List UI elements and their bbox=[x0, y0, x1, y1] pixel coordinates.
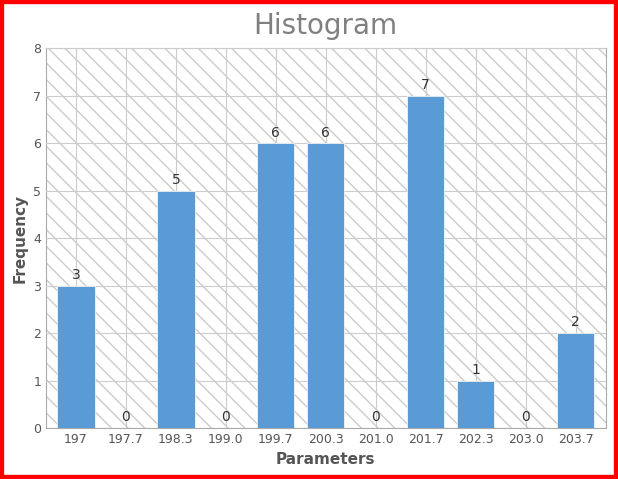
Bar bbox=[457, 381, 494, 428]
Text: 1: 1 bbox=[471, 363, 480, 377]
Text: 6: 6 bbox=[271, 125, 280, 139]
X-axis label: Parameters: Parameters bbox=[276, 452, 376, 467]
Bar bbox=[557, 333, 595, 428]
Title: Histogram: Histogram bbox=[253, 12, 398, 41]
Text: 6: 6 bbox=[321, 125, 330, 139]
Bar bbox=[307, 143, 344, 428]
Text: 0: 0 bbox=[521, 411, 530, 424]
Text: 0: 0 bbox=[221, 411, 230, 424]
Text: 0: 0 bbox=[371, 411, 380, 424]
Y-axis label: Frequency: Frequency bbox=[12, 194, 27, 283]
Text: 2: 2 bbox=[571, 315, 580, 330]
Bar bbox=[57, 285, 95, 428]
Text: 0: 0 bbox=[122, 411, 130, 424]
Bar bbox=[407, 96, 444, 428]
Text: 3: 3 bbox=[72, 268, 80, 282]
Text: 7: 7 bbox=[421, 78, 430, 92]
Bar bbox=[157, 191, 195, 428]
Text: 5: 5 bbox=[171, 173, 180, 187]
Bar bbox=[257, 143, 295, 428]
